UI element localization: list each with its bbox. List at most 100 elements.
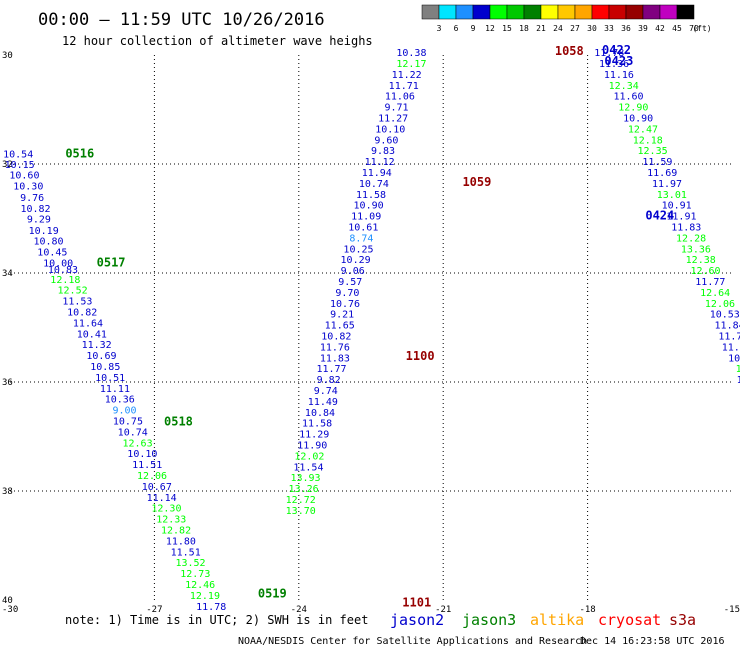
data-point: 10.75 <box>113 417 143 428</box>
data-point: 11.14 <box>147 493 177 504</box>
colorbar-label: (ft) <box>692 24 711 33</box>
y-tick-label: 34 <box>2 269 13 279</box>
data-point: 11.16 <box>604 70 634 81</box>
time-label: 1100 <box>406 349 435 363</box>
data-point: 9.60 <box>374 135 398 146</box>
colorbar-label: 24 <box>553 24 563 33</box>
data-point: 12.18 <box>50 275 80 286</box>
data-points: 10.5410.1510.6010.309.7610.829.2910.1910… <box>3 48 740 613</box>
x-tick-label: -21 <box>435 605 451 615</box>
data-point: 9.29 <box>27 214 51 225</box>
legend-altika: altika <box>530 611 584 629</box>
data-point: 11.69 <box>647 168 677 179</box>
data-point: 10.54 <box>3 149 33 160</box>
data-point: 12.18 <box>633 135 663 146</box>
colorbar-swatch <box>608 4 627 20</box>
data-point: 10.74 <box>118 427 148 438</box>
legend-note: note: 1) Time is in UTC; 2) SWH is in fe… <box>65 613 368 627</box>
data-point: 12.63 <box>122 438 152 449</box>
y-tick-label: 40 <box>2 596 13 606</box>
y-tick-label: 38 <box>2 487 13 497</box>
data-point: 8.74 <box>349 233 373 244</box>
data-point: 13.26 <box>289 484 319 495</box>
data-point: 11.91 <box>666 212 696 223</box>
data-point: 11.49 <box>308 397 338 408</box>
gridlines <box>10 55 732 600</box>
data-point: 10.19 <box>29 226 59 237</box>
data-point: 10.82 <box>20 204 50 215</box>
data-point: 11.32 <box>82 340 112 351</box>
data-point: 11.77 <box>316 364 346 375</box>
colorbar-swatch <box>557 4 576 20</box>
data-point: 10.29 <box>341 255 371 266</box>
colorbar-label: 45 <box>672 24 682 33</box>
colorbar-swatch <box>642 4 661 20</box>
footer-timestamp: Dec 14 16:23:58 UTC 2016 <box>580 636 725 647</box>
data-point: 10.84 <box>305 408 335 419</box>
data-point: 10.15 <box>5 160 35 171</box>
data-point: 10.90 <box>354 201 384 212</box>
satellite-legend: jason2 jason3 altika cryosat s3a <box>390 611 696 629</box>
data-point: 10.25 <box>343 244 373 255</box>
data-point: 11.60 <box>613 92 643 103</box>
data-point: 12.82 <box>161 526 191 537</box>
data-point: 10.69 <box>86 351 116 362</box>
data-point: 10.85 <box>90 362 120 373</box>
colorbar-label: 18 <box>519 24 529 33</box>
colorbar-label: 27 <box>570 24 580 33</box>
data-point: 9.57 <box>338 277 362 288</box>
data-point: 11.94 <box>362 168 392 179</box>
axis-ticks: -30 -27 -24 -21 -18 -15 30 32 34 36 38 40 <box>2 51 740 615</box>
data-point: 9.82 <box>317 375 341 386</box>
data-point: 11.84 <box>715 321 740 332</box>
time-label: 0424 <box>645 209 674 223</box>
data-point: 12.60 <box>690 266 720 277</box>
data-point: 11.29 <box>299 430 329 441</box>
data-point: 11.54 <box>293 462 323 473</box>
data-point: 10.8 <box>728 353 740 364</box>
data-point: 9.06 <box>341 266 365 277</box>
data-point: 9.76 <box>20 193 44 204</box>
y-tick-label: 36 <box>2 378 13 388</box>
x-tick-label: -27 <box>146 605 162 615</box>
data-point: 9.21 <box>330 310 354 321</box>
data-point: 11.90 <box>297 440 327 451</box>
x-tick-label: -30 <box>2 605 18 615</box>
colorbar-swatch <box>438 4 457 20</box>
y-tick-label: 32 <box>2 160 13 170</box>
data-point: 12.52 <box>58 286 88 297</box>
colorbar-swatch <box>591 4 610 20</box>
colorbar-label: 70 <box>689 24 699 33</box>
data-point: 11.78 <box>196 602 226 613</box>
data-point: 9.71 <box>384 103 408 114</box>
data-point: 9.70 <box>335 288 359 299</box>
data-point: 10.90 <box>623 113 653 124</box>
data-point: 12.02 <box>294 451 324 462</box>
data-point: 11.36 <box>599 59 629 70</box>
colorbar-label: 6 <box>454 24 459 33</box>
data-point: 10.76 <box>330 299 360 310</box>
data-point: 12.46 <box>185 580 215 591</box>
data-point: 12.06 <box>137 471 167 482</box>
x-tick-label: -18 <box>579 605 595 615</box>
data-point: 10.83 <box>48 265 78 276</box>
data-point: 13.70 <box>286 506 316 517</box>
data-point: 13.36 <box>681 244 711 255</box>
time-label: 0518 <box>164 415 193 429</box>
colorbar-label: 36 <box>621 24 631 33</box>
data-point: 11.12 <box>365 157 395 168</box>
data-point: 11.59 <box>642 157 672 168</box>
colorbar-swatch <box>659 4 678 20</box>
colorbar-swatch <box>574 4 593 20</box>
data-point: 11.83 <box>671 222 701 233</box>
time-annotations: 0516 0517 0518 0519 1058 1059 1100 1101 04220423… <box>65 43 674 610</box>
data-point: 10.41 <box>77 329 107 340</box>
colorbar-label: 21 <box>536 24 546 33</box>
legend-jason3: jason3 <box>462 611 516 629</box>
data-point: 10.82 <box>321 331 351 342</box>
x-tick-label: -24 <box>291 605 307 615</box>
data-point: 12.19 <box>190 591 220 602</box>
data-point: 10.74 <box>359 179 389 190</box>
colorbar-label: 42 <box>655 24 665 33</box>
